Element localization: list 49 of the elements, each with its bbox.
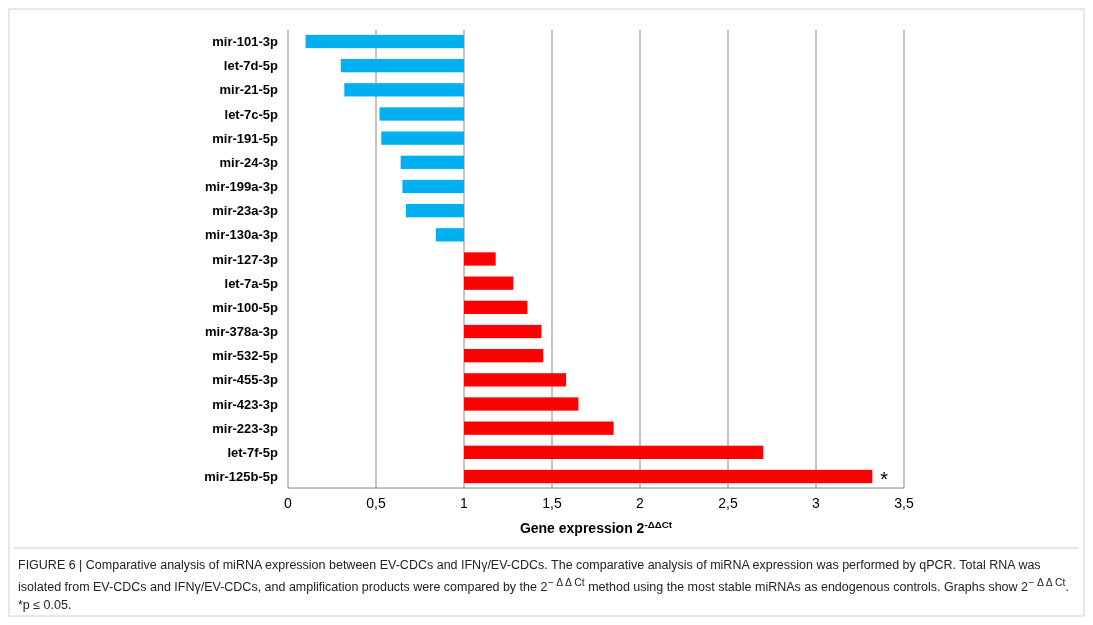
x-tick-label: 0 — [284, 495, 293, 511]
bar — [464, 349, 544, 363]
x-tick-label: 3 — [812, 495, 821, 511]
y-tick-label: mir-191-5p — [212, 130, 279, 146]
bar — [305, 34, 464, 49]
x-tick-label: 2,5 — [718, 495, 738, 511]
bar — [379, 107, 464, 121]
y-tick-label: let-7f-5p — [227, 444, 279, 460]
bar — [400, 155, 464, 169]
bar — [464, 324, 542, 339]
x-tick-label: 3,5 — [894, 495, 914, 511]
x-axis-title: Gene expression 2$^{-ΔΔCt}$ — [519, 518, 673, 536]
bar — [344, 83, 464, 97]
bar — [464, 421, 614, 435]
x-tick-label: 2 — [636, 495, 645, 511]
y-tick-label: mir-127-3p — [212, 251, 279, 267]
bar — [435, 228, 464, 242]
y-tick-label: mir-423-3p — [212, 396, 279, 412]
y-tick-label: mir-532-5p — [212, 348, 279, 364]
bar — [464, 397, 579, 411]
x-tick-label: 1,5 — [542, 495, 562, 511]
y-tick-label: mir-130a-3p — [205, 227, 279, 243]
bar — [464, 300, 528, 314]
y-tick-label: mir-199a-3p — [205, 179, 279, 195]
y-tick-label: mir-24-3p — [219, 154, 279, 170]
y-tick-label: mir-101-3p — [212, 34, 279, 50]
y-tick-label: mir-223-3p — [212, 420, 279, 436]
x-tick-label: 0,5 — [366, 495, 386, 511]
y-tick-label: mir-100-5p — [212, 299, 279, 315]
y-tick-label: mir-125b-5p — [204, 469, 279, 485]
bar — [340, 59, 464, 73]
bar — [464, 445, 764, 459]
bar — [381, 131, 464, 145]
y-tick-label: let-7a-5p — [224, 275, 279, 291]
y-tick-label: let-7c-5p — [224, 106, 279, 122]
bar — [405, 204, 464, 218]
bar — [464, 373, 567, 387]
annotation: * — [880, 467, 889, 490]
bar — [464, 276, 514, 290]
x-tick-label: 1 — [460, 495, 469, 511]
y-tick-label: mir-378a-3p — [205, 324, 279, 340]
y-tick-label: mir-23a-3p — [212, 203, 279, 219]
bar — [464, 252, 496, 266]
y-tick-label: mir-21-5p — [219, 82, 279, 98]
y-tick-label: mir-455-3p — [212, 372, 279, 388]
y-tick-label: let-7d-5p — [223, 58, 279, 74]
bar — [402, 179, 464, 194]
text: FIGURE 6 | Comparative analysis of miRNA expression between EV-CDCs and IFNγ/EV-CDCs. The comparative analysis of miRNA expression was performed by qPCR. Total RNA was isolated from EV-CDCs and IFNγ/EV-CDCs, and amplification products were compared by the 2$^{− Δ Δ Ct}$ method using the most stable miRNAs as endogenous controls. Graphs show 2$^{− Δ Δ Ct}$. *p ≤ 0.05. — [18, 558, 1069, 613]
bar — [464, 469, 873, 484]
